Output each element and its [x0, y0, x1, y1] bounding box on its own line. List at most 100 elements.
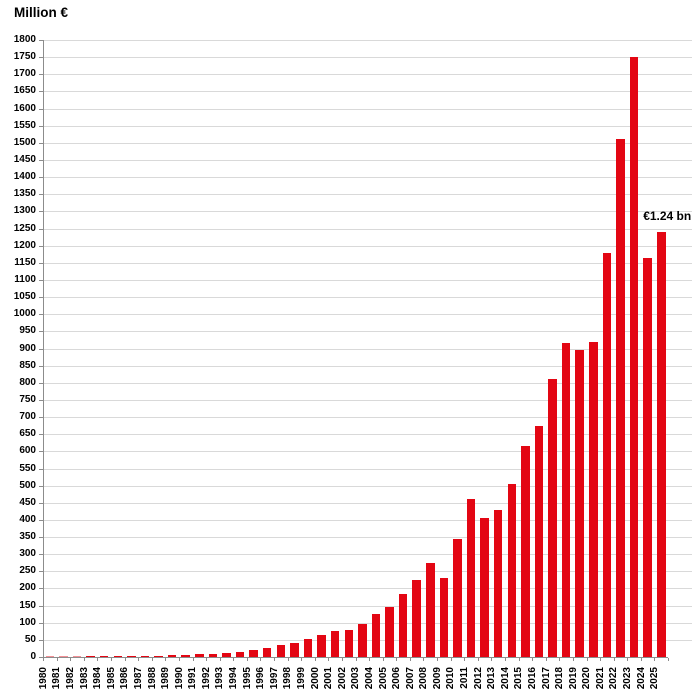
y-tick-mark [39, 262, 43, 264]
y-tick-mark [39, 108, 43, 110]
x-tick-label: 2023 [622, 667, 633, 690]
x-tick-mark [532, 658, 534, 661]
gridline [43, 245, 692, 247]
y-tick-mark [39, 142, 43, 144]
bar [317, 634, 326, 657]
y-tick-mark [39, 74, 43, 76]
x-tick-mark [369, 658, 371, 661]
y-tick-label: 450 [19, 496, 36, 508]
x-tick-label: 1992 [200, 667, 212, 690]
x-tick-mark [233, 658, 235, 661]
gridline [43, 177, 692, 179]
y-tick-label: 200 [19, 582, 36, 594]
y-tick-label: 150 [19, 599, 36, 611]
x-tick-mark [450, 658, 452, 661]
x-tick-label: 2007 [404, 667, 416, 690]
y-tick-mark [39, 314, 43, 316]
x-tick-mark [423, 658, 425, 661]
x-tick-label: 1991 [187, 667, 199, 690]
bar [493, 509, 503, 657]
gridline [43, 417, 692, 419]
y-tick-label: 1600 [13, 102, 36, 114]
bar [113, 656, 122, 657]
y-tick-mark [39, 331, 43, 333]
x-tick-label: 2008 [418, 667, 430, 690]
x-tick-label: 1997 [268, 667, 280, 690]
y-tick-mark [39, 348, 43, 350]
x-tick-mark [328, 658, 330, 661]
x-tick-label: 1986 [119, 667, 131, 690]
bar [86, 656, 95, 657]
x-tick-label: 2004 [363, 667, 375, 690]
bar [657, 232, 666, 657]
x-tick-mark [341, 658, 343, 661]
x-tick-mark [640, 658, 642, 661]
x-tick-label: 1996 [255, 667, 267, 690]
y-tick-label: 650 [19, 428, 36, 440]
x-tick-label: 1998 [282, 667, 294, 690]
x-tick-label: 2022 [608, 667, 620, 690]
gridline [43, 262, 692, 264]
x-tick-mark [437, 658, 438, 661]
x-tick-mark [355, 658, 357, 661]
x-tick-mark [464, 658, 466, 661]
x-tick-mark [654, 658, 656, 661]
y-tick-mark [39, 57, 43, 59]
x-axis-line [43, 657, 668, 658]
y-tick-label: 100 [19, 616, 36, 628]
y-tick-mark [39, 537, 43, 538]
bar [521, 446, 530, 657]
y-tick-label: 800 [19, 376, 36, 388]
gridline [43, 194, 692, 196]
y-tick-mark [39, 228, 43, 230]
x-tick-mark [192, 658, 194, 661]
y-tick-mark [39, 657, 43, 658]
x-tick-label: 1983 [78, 667, 90, 690]
y-tick-label: 850 [19, 359, 36, 371]
x-tick-label: 1980 [37, 667, 49, 690]
bar [453, 538, 462, 657]
y-tick-mark [39, 279, 43, 281]
gridline [43, 57, 692, 59]
y-tick-label: 950 [19, 325, 36, 337]
y-tick-label: 1100 [14, 273, 36, 285]
y-tick-label: 1050 [13, 291, 36, 303]
y-tick-mark [39, 160, 43, 161]
gridline [43, 519, 692, 521]
y-tick-label: 600 [19, 445, 36, 457]
gridline [43, 382, 692, 384]
y-tick-mark [39, 519, 43, 521]
y-tick-label: 1650 [13, 85, 36, 97]
gridline [43, 434, 692, 436]
bar [344, 629, 353, 657]
x-tick-mark [97, 658, 99, 661]
x-tick-mark [274, 658, 275, 661]
gridline [43, 142, 692, 144]
y-tick-label: 0 [30, 651, 36, 662]
y-tick-mark [39, 382, 43, 384]
x-tick-mark [382, 658, 384, 661]
x-tick-label: 2018 [554, 667, 566, 690]
y-tick-mark [39, 554, 43, 556]
x-tick-label: 2019 [567, 667, 579, 690]
x-tick-mark [124, 658, 126, 661]
x-tick-label: 2021 [594, 667, 606, 690]
x-tick-label: 2012 [472, 667, 484, 690]
x-tick-mark [287, 658, 289, 661]
x-tick-label: 1982 [65, 667, 76, 690]
y-tick-mark [39, 365, 43, 367]
gridline [43, 91, 692, 93]
y-tick-label: 1300 [13, 205, 36, 217]
x-tick-mark [477, 658, 479, 661]
bar [480, 518, 489, 657]
gridline [43, 279, 692, 281]
x-tick-mark [491, 658, 493, 661]
y-tick-mark [39, 639, 43, 641]
x-tick-label: 1990 [173, 667, 185, 690]
gridline [43, 571, 692, 573]
x-tick-mark [559, 658, 561, 661]
x-tick-mark [627, 658, 629, 661]
y-tick-label: 750 [19, 393, 36, 405]
x-tick-mark [43, 658, 44, 661]
